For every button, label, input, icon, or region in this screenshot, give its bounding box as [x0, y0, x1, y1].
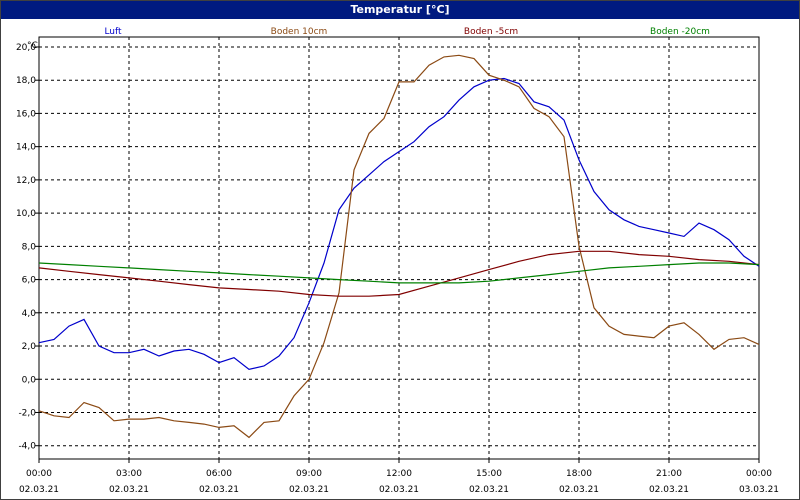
- series-lines: [38, 54, 760, 439]
- x-tick-date: 02.03.21: [199, 485, 239, 495]
- series-line-4: [38, 262, 760, 284]
- y-tick-label: 8,0: [22, 242, 37, 252]
- y-tick-label: 2,0: [22, 342, 37, 352]
- x-tick-time: 03:00: [116, 469, 142, 479]
- y-tick-label: 16,0: [16, 109, 36, 119]
- y-tick-label: 0,0: [22, 375, 37, 385]
- x-tick-time: 15:00: [476, 469, 502, 479]
- chart-title: Temperatur [°C]: [1, 1, 799, 19]
- x-tick-date: 02.03.21: [559, 485, 599, 495]
- y-tick-label: 6,0: [22, 276, 37, 286]
- x-axis-ticks: 00:00 02.03.21 03:00 02.03.21 06:00 02.03.21 0…: [19, 459, 779, 495]
- y-tick-label: 18,0: [16, 76, 36, 86]
- y-tick-label: 12,0: [16, 176, 36, 186]
- x-tick-date: 03.03.21: [739, 485, 779, 495]
- x-tick-date: 02.03.21: [19, 485, 59, 495]
- x-tick-date: 02.03.21: [289, 485, 329, 495]
- x-tick-date: 02.03.21: [379, 485, 419, 495]
- legend: Luft Boden 10cm Boden -5cm Boden -20cm: [104, 27, 710, 37]
- x-tick-time: 00:00: [746, 469, 772, 479]
- x-tick-date: 02.03.21: [469, 485, 509, 495]
- y-tick-label: -4,0: [18, 442, 36, 452]
- x-tick-time: 18:00: [566, 469, 592, 479]
- legend-entry-4: Boden -20cm: [650, 27, 710, 37]
- x-tick-time: 21:00: [656, 469, 682, 479]
- y-tick-label: -2,0: [18, 408, 36, 418]
- x-tick-date: 02.03.21: [649, 485, 689, 495]
- x-tick-date: 02.03.21: [109, 485, 149, 495]
- y-tick-label: 10,0: [16, 209, 36, 219]
- series-line-3: [38, 250, 760, 297]
- x-tick-time: 12:00: [386, 469, 412, 479]
- y-axis-ticks: 20,0 18,0 16,0 14,0 12,0 10,0 8,0 6,0 4,0 2,0 0,0 -…: [16, 43, 39, 452]
- legend-entry-2: Boden 10cm: [271, 27, 328, 37]
- series-line-2: [38, 54, 760, 439]
- grid: [38, 36, 760, 460]
- y-tick-label: 14,0: [16, 143, 36, 153]
- legend-entry-1: Luft: [104, 27, 122, 37]
- legend-entry-3: Boden -5cm: [464, 27, 518, 37]
- x-tick-time: 06:00: [206, 469, 232, 479]
- series-line-1: [38, 77, 760, 370]
- y-tick-label: 20,0: [16, 43, 36, 53]
- x-tick-time: 00:00: [26, 469, 52, 479]
- y-tick-label: 4,0: [22, 309, 37, 319]
- y-axis-unit: °C: [27, 41, 38, 51]
- x-tick-time: 09:00: [296, 469, 322, 479]
